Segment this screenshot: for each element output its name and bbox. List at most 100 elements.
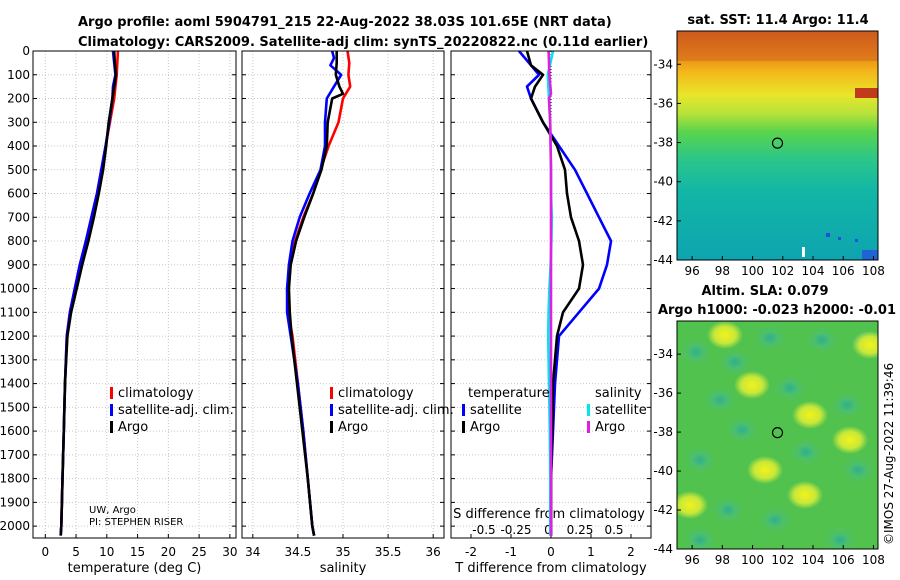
sst-warm-band: [677, 31, 878, 61]
x-tick-label: 15: [130, 545, 145, 559]
y-tick-label: 0: [22, 44, 30, 58]
y-tick-label: 500: [7, 163, 30, 177]
series-line-satellite-adj-clim-: [285, 50, 343, 536]
y-tick-label: 1900: [0, 495, 30, 509]
x-tick-label: 5: [72, 545, 80, 559]
map-x-tick-label: 104: [802, 553, 825, 567]
sla-low-eddy: [774, 375, 806, 401]
y-tick-label: 1100: [0, 305, 30, 319]
plot-frame: [32, 50, 237, 539]
legend-label-temp-satellite: satellite: [470, 403, 522, 418]
sla-low-eddy: [684, 527, 716, 549]
sla-map-title-line1: Altim. SLA: 0.079: [702, 284, 829, 299]
series-line-salinity-argo: [547, 50, 553, 536]
credit-line2: PI: STEPHEN RISER: [89, 517, 183, 528]
y-tick-label: 2000: [0, 519, 30, 533]
y-tick-label: 1500: [0, 400, 30, 414]
sst-map-frame: [676, 30, 879, 261]
map-x-tick-label: 102: [771, 264, 794, 278]
salinity-diff-tick-label: -0.5: [472, 523, 495, 537]
map-y-tick-label: -42: [653, 503, 673, 517]
legend-label-climatology: climatology: [118, 386, 194, 401]
salinity-panel: 34 34.5 35 35.5 36 salinity: [241, 50, 445, 576]
sla-eddies: [677, 321, 878, 549]
y-tick-label: 1800: [0, 472, 30, 486]
salinity-diff-tick-label: 0: [544, 523, 552, 537]
sst-cold-patch: [862, 250, 878, 260]
x-tick-label: -2: [465, 545, 477, 559]
legend-label-argo: Argo: [338, 420, 368, 435]
legend-label-sal-satellite: satellite: [595, 403, 647, 418]
x-axis-label: T difference from climatology: [454, 561, 647, 576]
legend-swatch-temp-satellite: [462, 404, 465, 416]
sst-map-image: [677, 31, 878, 260]
legend-swatch-satellite: [330, 404, 333, 416]
sla-high-eddy: [792, 401, 828, 429]
map-x-tick-label: 96: [684, 264, 699, 278]
map-y-tick-label: -40: [653, 175, 673, 189]
map-y-tick-label: -44: [653, 253, 673, 267]
sla-high-eddy: [787, 481, 823, 509]
legend-label-satellite: satellite-adj. clim.: [338, 403, 454, 418]
sst-white-mark: [802, 247, 805, 257]
map-x-tick-label: 104: [802, 264, 825, 278]
figure-title-line2: Climatology: CARS2009. Satellite-adj cli…: [78, 35, 648, 50]
salinity-diff-tick-label: 0.25: [567, 523, 594, 537]
map-x-tick-label: 102: [771, 553, 794, 567]
credit-line1: UW, Argo: [89, 505, 136, 516]
figure-title-line1: Argo profile: aoml 5904791_215 22-Aug-20…: [78, 15, 612, 30]
x-tick-label: 25: [191, 545, 206, 559]
y-tick-label: 800: [7, 234, 30, 248]
x-tick-label: -1: [505, 545, 517, 559]
y-tick-label: 1200: [0, 329, 30, 343]
map-y-tick-label: -42: [653, 214, 673, 228]
series-line-argo: [59, 50, 118, 536]
legend-label-climatology: climatology: [338, 386, 414, 401]
sla-high-eddy: [852, 331, 878, 359]
series-line-temperature-argo: [525, 50, 585, 536]
legend-swatch-sal-satellite: [587, 404, 590, 416]
legend-swatch-temp-argo: [462, 421, 465, 433]
sla-low-eddy: [831, 392, 863, 418]
series-line-climatology: [285, 50, 352, 536]
map-x-tick-label: 98: [715, 264, 730, 278]
x-tick-label: 2: [627, 545, 635, 559]
series-line-argo: [287, 51, 345, 536]
x-tick-label: 30: [222, 545, 237, 559]
legend-swatch-sal-argo: [587, 421, 590, 433]
map-y-tick-label: -44: [653, 542, 673, 556]
x-tick-label: 36: [426, 545, 441, 559]
legend-title-temperature: temperature: [468, 386, 550, 401]
sla-high-eddy: [734, 371, 770, 399]
salinity-diff-tick-label: 0.5: [604, 523, 623, 537]
y-tick-label: 700: [7, 210, 30, 224]
x-tick-label: 0: [41, 545, 49, 559]
difference-panel: -2 -1 0 1 2-0.5 -0.25 0 0.25 0.5S difference fro…: [450, 50, 652, 576]
difference-legend: temperature satellite Argo salinity sate…: [462, 386, 647, 435]
y-tick-label: 1600: [0, 424, 30, 438]
map-y-tick-label: -40: [653, 464, 673, 478]
y-tick-label: 900: [7, 258, 30, 272]
sla-low-eddy: [680, 339, 712, 365]
legend-swatch-climatology: [110, 387, 113, 399]
sst-pixel: [855, 239, 858, 242]
map-x-tick-label: 96: [684, 553, 699, 567]
sla-map-frame: [676, 320, 879, 550]
y-tick-label: 100: [7, 68, 30, 82]
map-y-tick-label: -36: [653, 96, 673, 110]
float-position-marker: [771, 427, 784, 439]
plot-frame: [450, 50, 652, 539]
y-tick-label: 1400: [0, 377, 30, 391]
sla-high-eddy: [707, 321, 743, 349]
legend-swatch-climatology: [330, 387, 333, 399]
map-x-tick-label: 98: [715, 553, 730, 567]
profile-panels: 0 5 10 15 20 25 300100200300400500600700800900…: [0, 44, 652, 576]
y-tick-label: 600: [7, 187, 30, 201]
map-y-tick-label: -36: [653, 386, 673, 400]
sla-map-title-line2: Argo h1000: -0.023 h2000: -0.01: [658, 303, 896, 318]
map-x-tick-label: 108: [862, 553, 885, 567]
legend-label-sal-argo: Argo: [595, 420, 625, 435]
legend-label-satellite: satellite-adj. clim.: [118, 403, 234, 418]
map-x-tick-label: 106: [832, 553, 855, 567]
